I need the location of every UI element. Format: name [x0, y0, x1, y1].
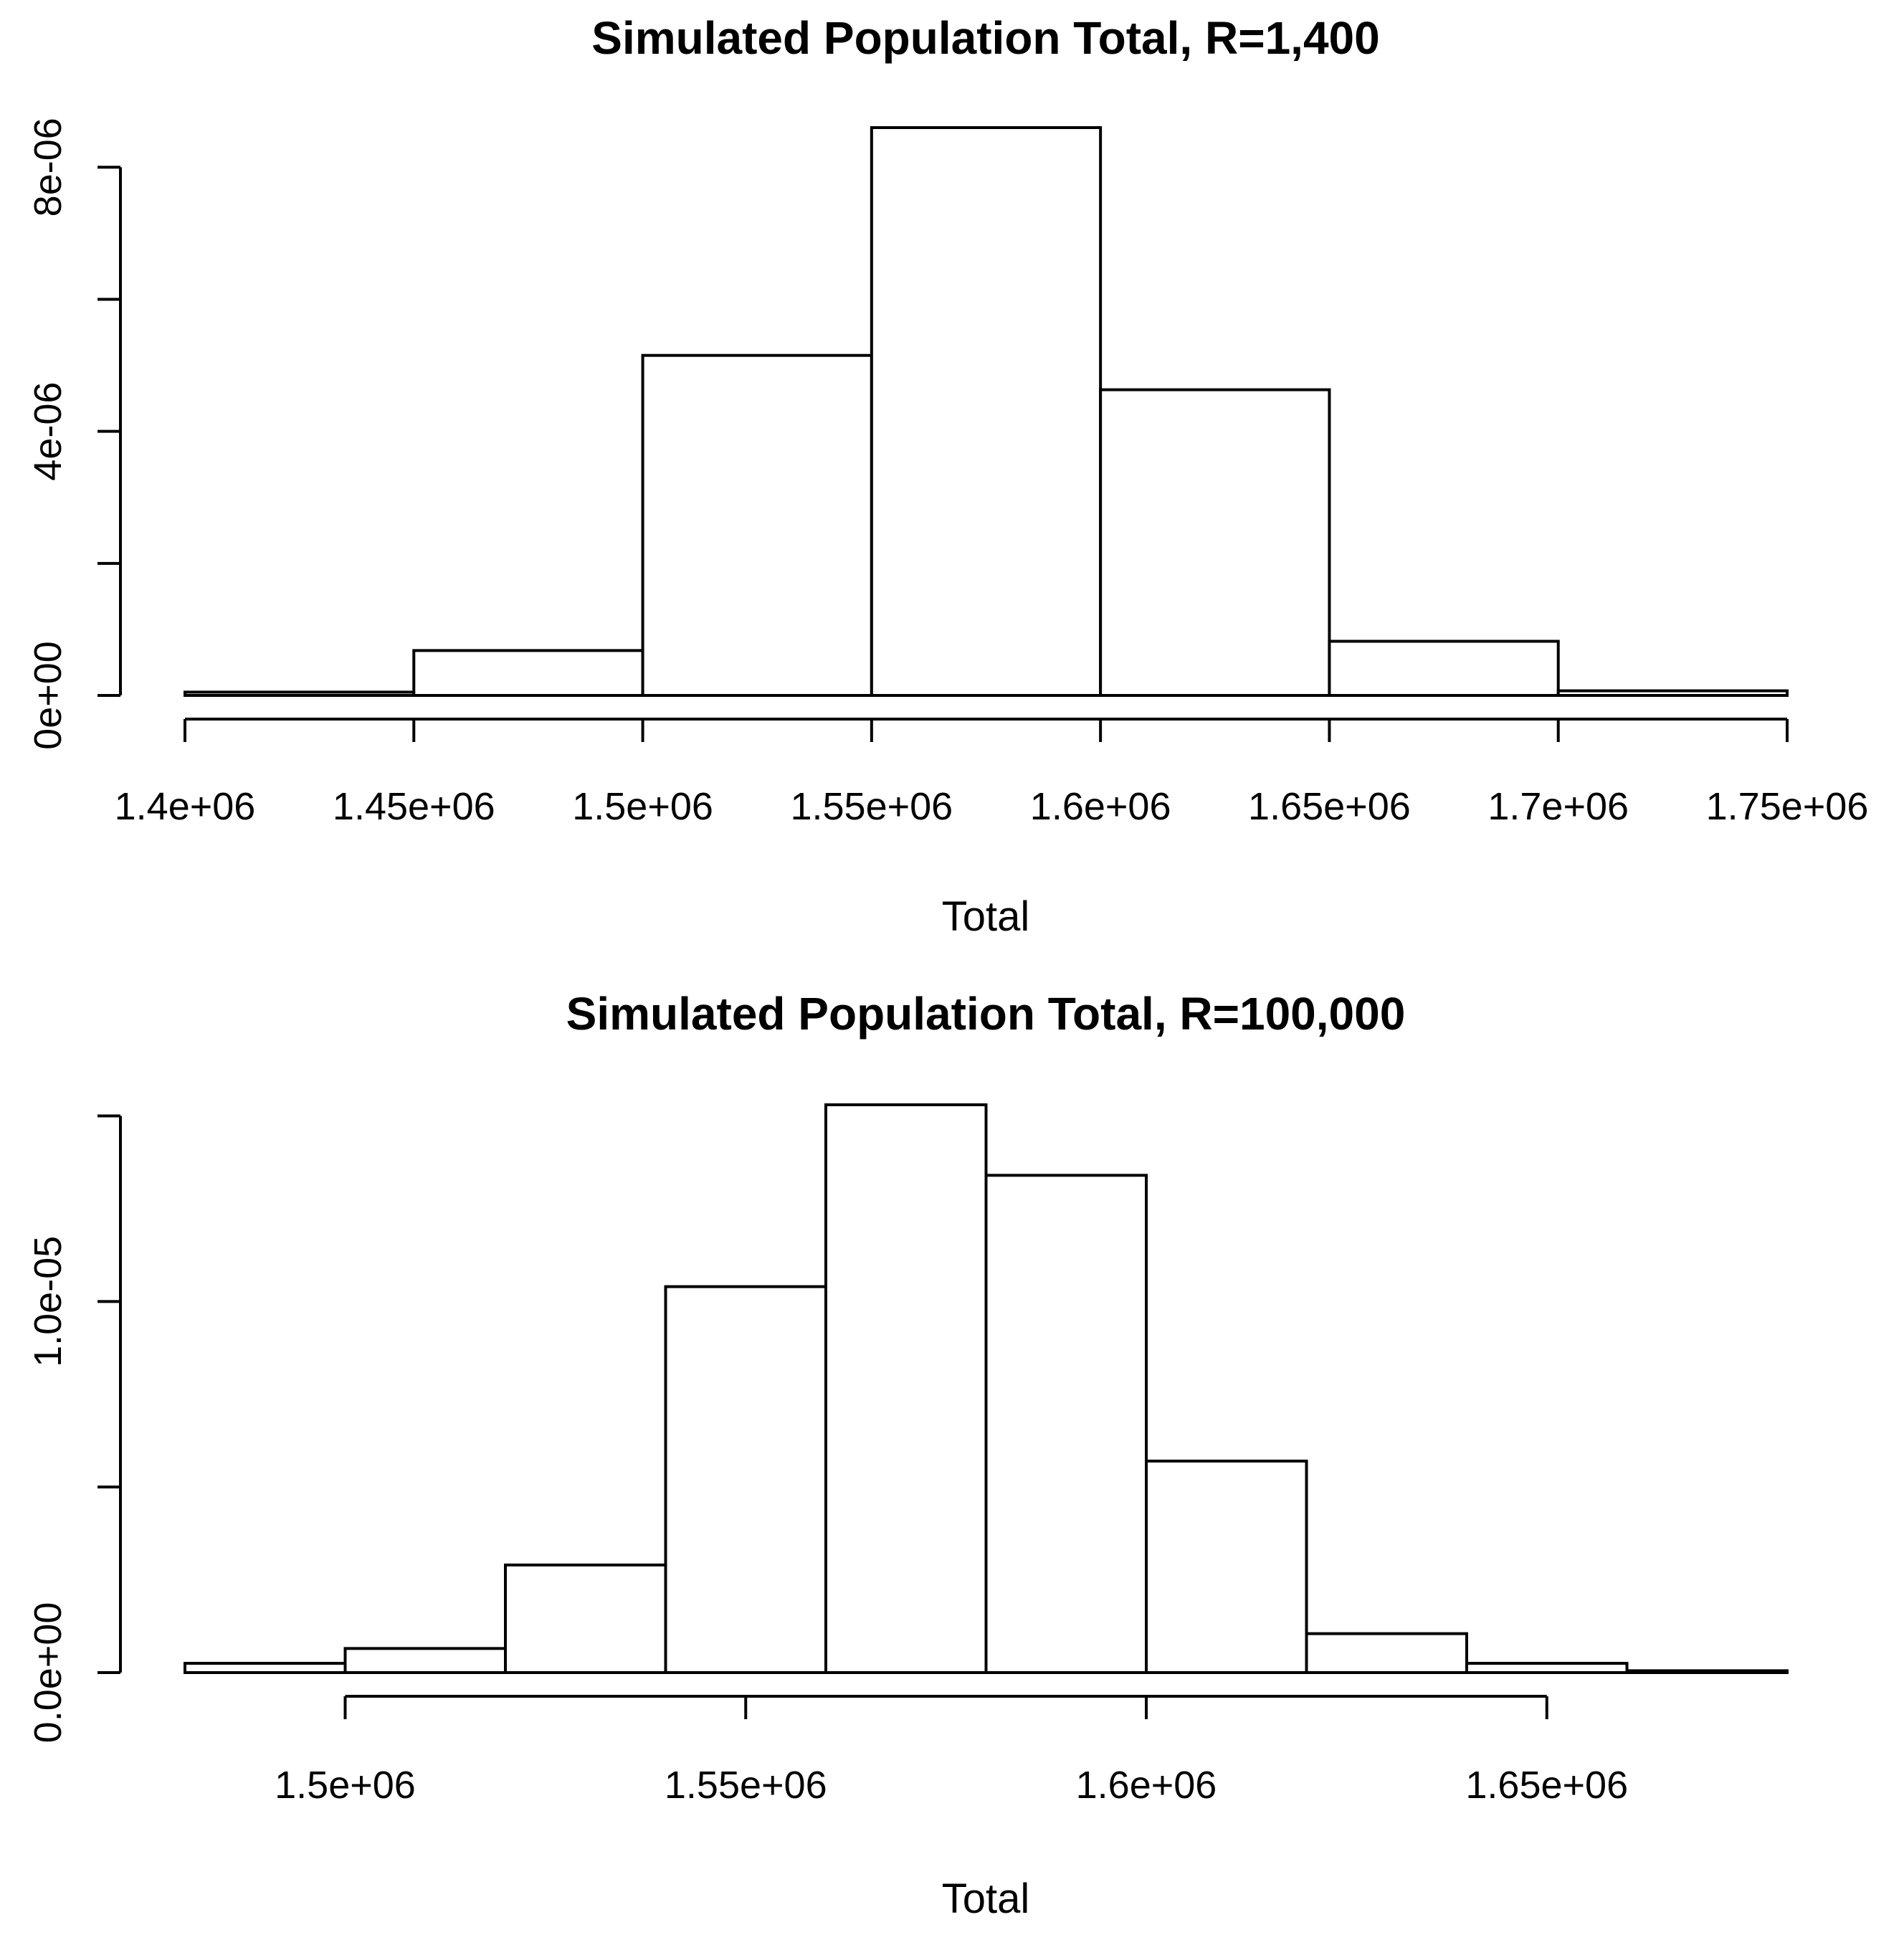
histogram-bar: [184, 1662, 347, 1675]
histogram-bar: [1099, 388, 1331, 697]
chart-bottom-title: Simulated Population Total, R=100,000: [566, 988, 1406, 1040]
chart-bottom-x-axis: 1.5e+06 1.55e+06 1.6e+06 1.65e+06: [275, 1695, 1628, 1807]
y-tick-label: 8e-06: [27, 118, 70, 217]
x-tick-label: 1.55e+06: [665, 1764, 827, 1807]
histogram-bar: [1145, 1459, 1308, 1674]
x-tick-label: 1.6e+06: [1030, 785, 1171, 828]
x-tick-label: 1.5e+06: [572, 785, 713, 828]
y-tick-label: 1.0e-05: [27, 1236, 70, 1367]
chart-top-x-axis: 1.4e+06 1.45e+06 1.5e+06 1.55e+06 1.6e+06 1.6…: [115, 718, 1869, 828]
histogram-bar: [1625, 1669, 1789, 1675]
chart-bottom-x-label: Total: [942, 1875, 1030, 1922]
histogram-bar: [824, 1103, 988, 1674]
histogram-bar: [1305, 1632, 1468, 1674]
histogram-bar: [1328, 640, 1560, 697]
chart-bottom: Simulated Population Total, R=100,000 0.…: [27, 988, 1789, 1922]
y-tick-label: 0e+00: [27, 641, 70, 750]
histogram-bar: [504, 1563, 667, 1674]
histogram-bar: [984, 1174, 1148, 1674]
histogram-bar: [343, 1647, 507, 1675]
chart-bottom-bars: [184, 1103, 1789, 1675]
chart-top: Simulated Population Total, R=1,400 0e+0…: [27, 12, 1868, 940]
histogram-bar: [412, 649, 644, 698]
x-tick-label: 1.55e+06: [790, 785, 953, 828]
histogram-bar: [1556, 689, 1789, 697]
histogram-bar: [641, 353, 873, 697]
chart-top-x-label: Total: [942, 893, 1030, 940]
x-tick-label: 1.65e+06: [1465, 1764, 1628, 1807]
x-tick-label: 1.7e+06: [1488, 785, 1629, 828]
chart-top-y-axis: 0e+00 4e-06 8e-06: [27, 118, 122, 750]
x-tick-label: 1.75e+06: [1706, 785, 1869, 828]
histogram-bar: [870, 126, 1103, 697]
x-tick-label: 1.45e+06: [333, 785, 495, 828]
y-tick-label: 4e-06: [27, 382, 70, 481]
x-tick-label: 1.4e+06: [115, 785, 256, 828]
histogram-bar: [664, 1285, 827, 1675]
x-tick-label: 1.5e+06: [275, 1764, 416, 1807]
chart-top-title: Simulated Population Total, R=1,400: [591, 12, 1379, 64]
histogram-bar: [1465, 1662, 1629, 1675]
y-tick-label: 0.0e+00: [27, 1602, 70, 1744]
chart-bottom-y-axis: 0.0e+00 1.0e-05: [27, 1114, 122, 1744]
x-tick-label: 1.6e+06: [1076, 1764, 1217, 1807]
chart-top-bars: [184, 126, 1789, 698]
x-tick-label: 1.65e+06: [1248, 785, 1411, 828]
histogram-bar: [184, 690, 416, 697]
